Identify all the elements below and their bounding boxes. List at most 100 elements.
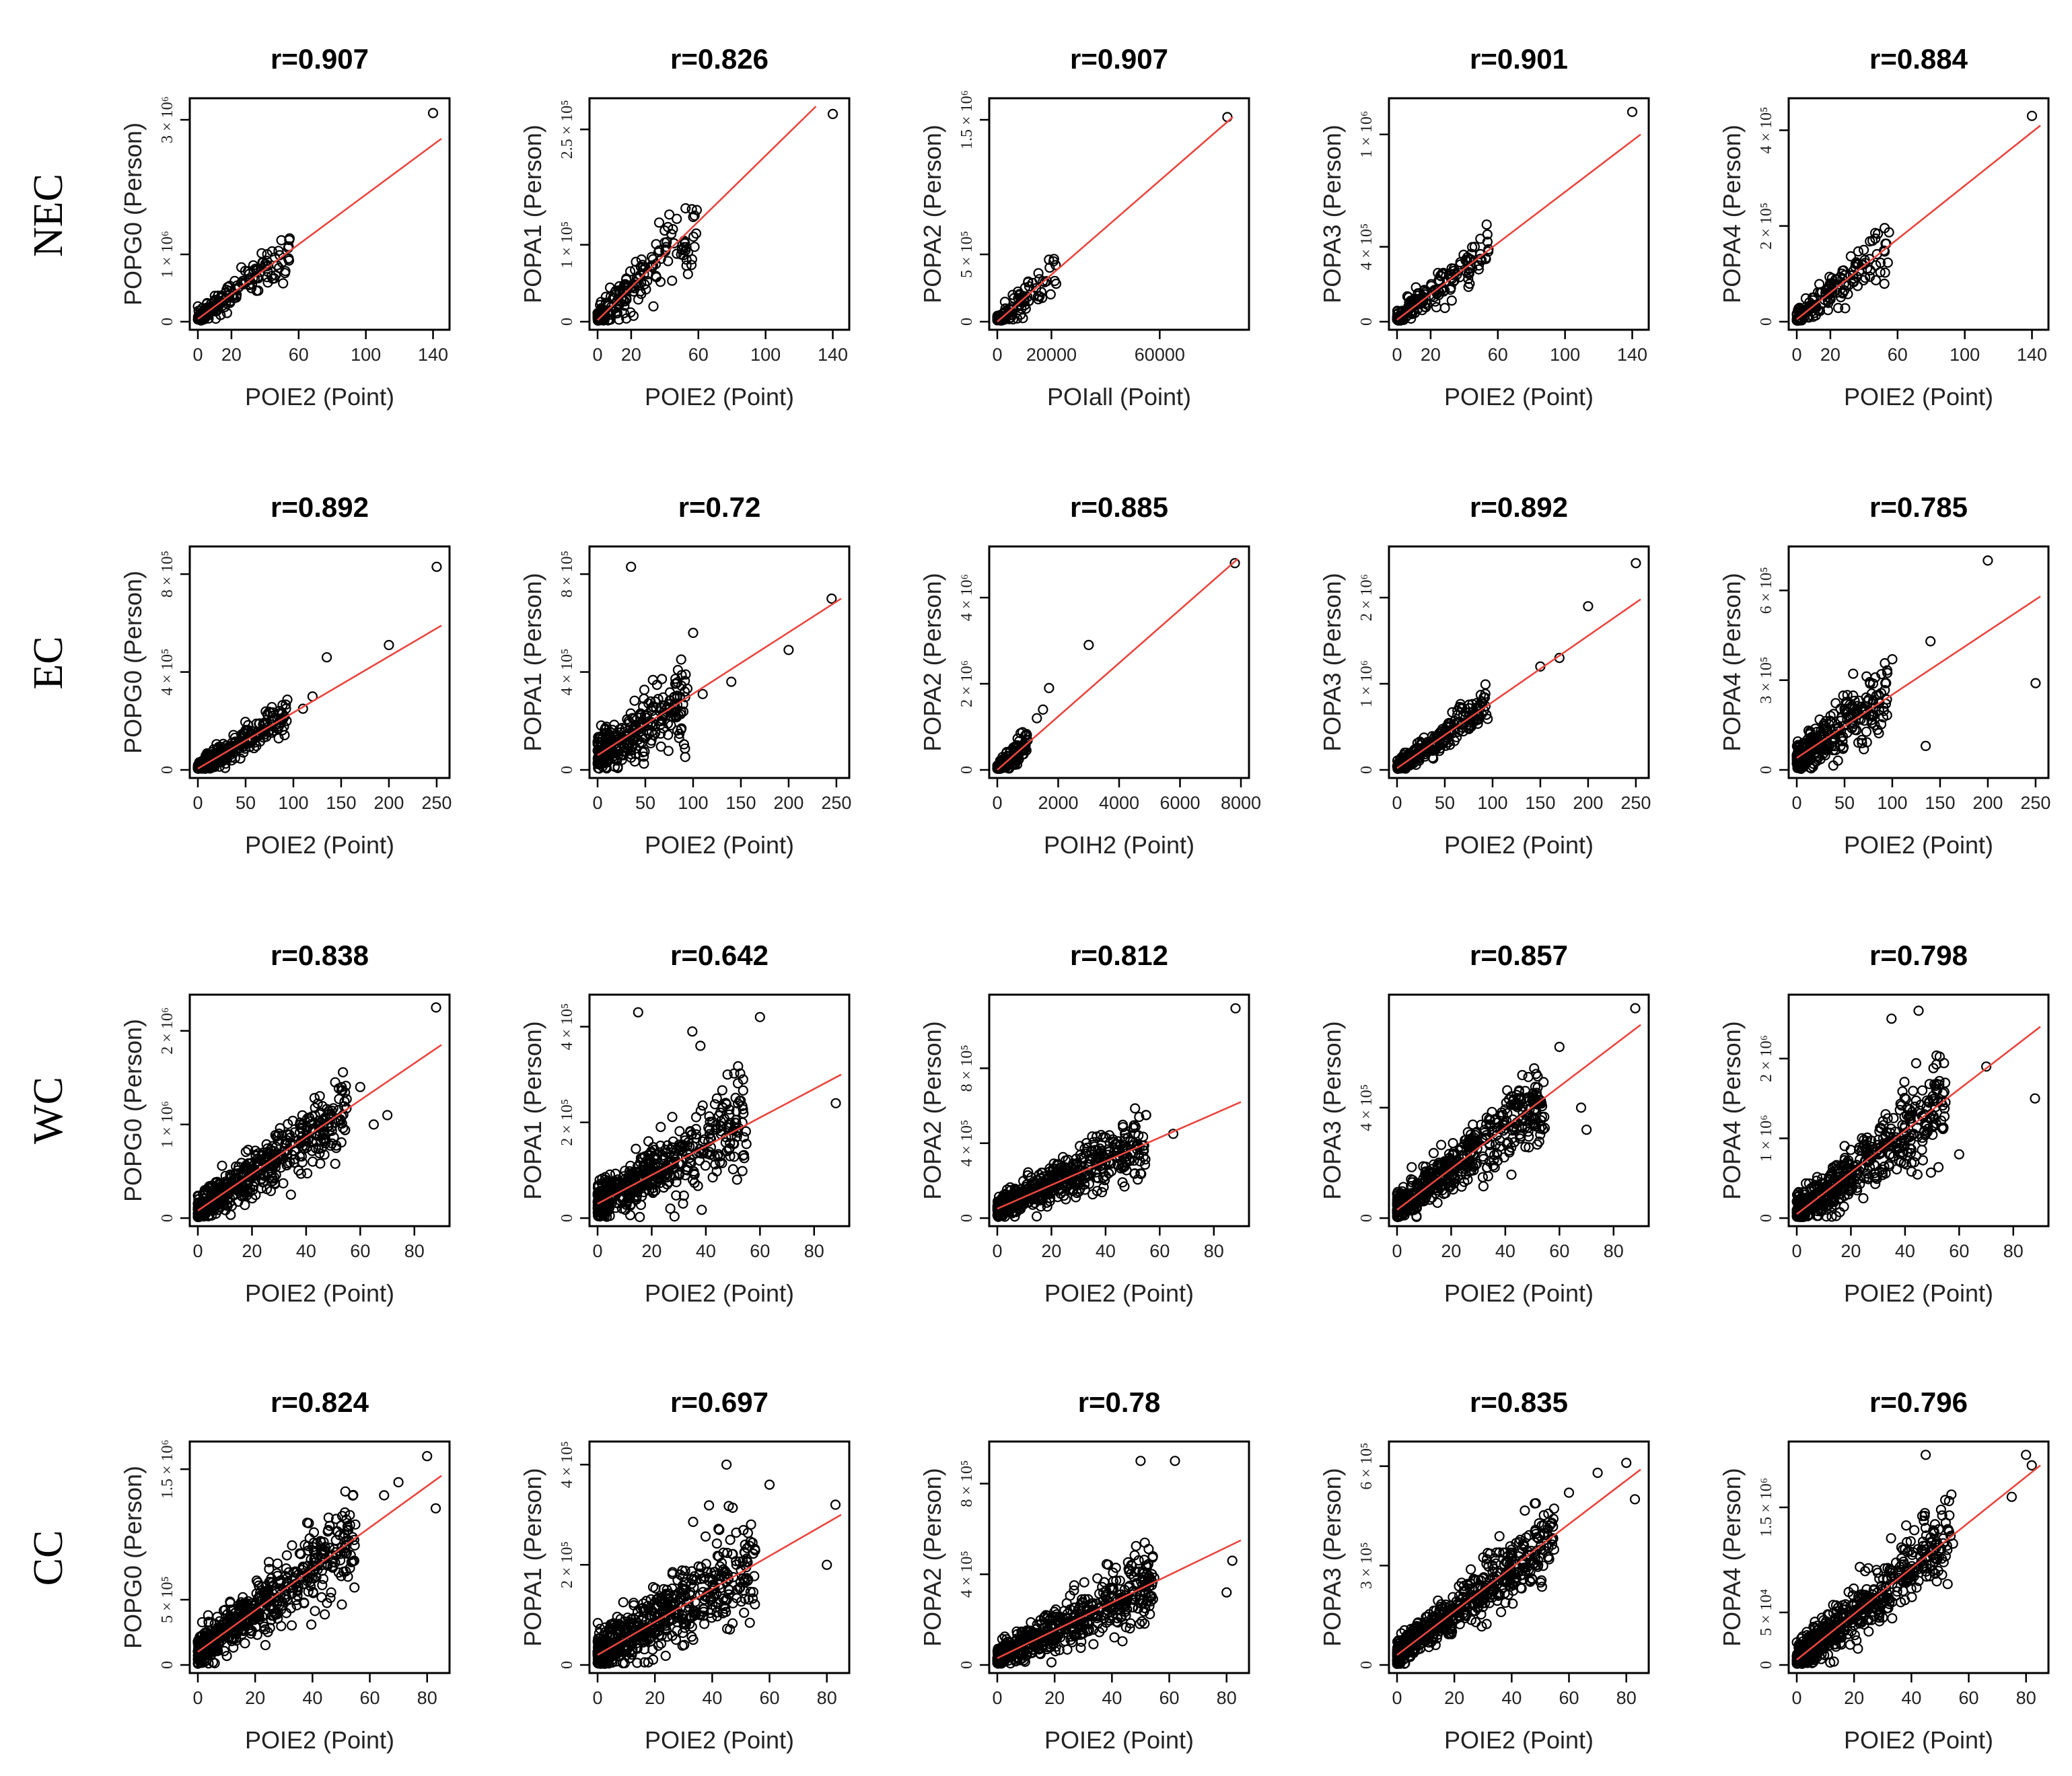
data-point xyxy=(314,1091,325,1102)
data-point xyxy=(295,1122,306,1133)
x-tick-label: 8000 xyxy=(1221,793,1261,813)
x-tick-label: 0 xyxy=(1791,345,1801,365)
data-point-outlier xyxy=(1083,639,1094,651)
x-tick-label: 0 xyxy=(1392,1241,1402,1261)
plot-frame xyxy=(188,545,451,779)
data-point xyxy=(247,1193,258,1204)
data-point xyxy=(648,301,659,312)
data-point xyxy=(1024,295,1034,306)
plot-frame xyxy=(188,97,451,331)
data-point-outlier xyxy=(826,593,837,604)
x-tick-label: 80 xyxy=(404,1241,425,1261)
data-point xyxy=(1466,721,1477,732)
data-point xyxy=(1849,724,1860,736)
data-point xyxy=(1020,730,1030,741)
x-tick-label: 40 xyxy=(1495,1241,1515,1261)
data-point xyxy=(233,739,244,750)
data-point xyxy=(1824,729,1835,740)
row-label-cc: CC xyxy=(26,1530,71,1586)
data-point xyxy=(250,737,260,748)
plot-frame xyxy=(588,545,851,779)
data-point xyxy=(289,1127,300,1138)
data-point xyxy=(1823,297,1834,308)
data-point xyxy=(595,736,606,748)
x-tick-label: 140 xyxy=(2017,345,2047,365)
data-point xyxy=(318,1127,328,1138)
data-point xyxy=(659,225,670,236)
data-point-outlier xyxy=(1044,682,1055,694)
data-point xyxy=(1426,279,1437,289)
data-point xyxy=(283,255,295,266)
x-tick-label: 0 xyxy=(1392,793,1402,813)
x-tick-label: 20 xyxy=(221,345,242,365)
data-point xyxy=(1825,711,1836,721)
panel-title: r=0.907 xyxy=(1070,43,1168,75)
panel-title: r=0.892 xyxy=(271,491,369,523)
data-point xyxy=(1473,260,1485,271)
data-point xyxy=(1859,258,1871,269)
data-point xyxy=(269,1172,280,1183)
data-point xyxy=(1806,732,1816,743)
plot-frame xyxy=(588,97,851,331)
data-point xyxy=(217,1160,227,1171)
data-point xyxy=(670,702,680,713)
data-point-outlier xyxy=(384,639,394,651)
data-point xyxy=(667,275,678,286)
data-point-outlier xyxy=(726,676,737,687)
y-tick-label: 0 xyxy=(958,318,976,326)
data-point xyxy=(1799,747,1810,758)
regression-line xyxy=(197,137,442,320)
data-point xyxy=(679,686,690,697)
y-tick-label: 0 xyxy=(1358,1214,1376,1222)
data-point xyxy=(672,213,682,224)
data-point xyxy=(625,307,636,318)
data-point xyxy=(202,748,213,759)
data-point xyxy=(1044,262,1055,273)
data-point xyxy=(1017,313,1028,324)
data-point xyxy=(246,283,257,293)
x-tick-label: 0 xyxy=(992,345,1002,365)
data-point xyxy=(680,203,691,214)
y-tick-label: 4 × 10⁵ xyxy=(958,1120,976,1167)
x-tick-label: 250 xyxy=(2020,793,2050,813)
data-point xyxy=(243,1144,254,1156)
x-tick-label: 0 xyxy=(192,793,203,813)
y-tick-label: 1.5 × 10⁶ xyxy=(958,90,976,149)
data-point xyxy=(289,1146,300,1157)
panel-title: r=0.826 xyxy=(670,43,769,75)
x-tick-label: 60 xyxy=(1149,1241,1170,1261)
data-point xyxy=(1840,303,1851,314)
data-point xyxy=(686,254,698,264)
data-point xyxy=(594,732,605,742)
plot-frame xyxy=(1388,97,1650,331)
data-point xyxy=(264,707,275,717)
panel-title: r=0.785 xyxy=(1869,491,1968,523)
data-point xyxy=(1794,314,1805,325)
panel-title: r=0.642 xyxy=(670,939,769,971)
data-point-outlier xyxy=(1583,601,1594,612)
data-point xyxy=(229,275,240,287)
data-point xyxy=(1792,736,1803,747)
data-point xyxy=(289,1153,300,1164)
y-axis-label: POPA1 (Person) xyxy=(519,1021,546,1199)
y-axis-label: POPG0 (Person) xyxy=(119,1019,147,1202)
x-axis-label: POIE2 (Point) xyxy=(245,383,394,411)
data-point xyxy=(1852,281,1863,291)
data-point xyxy=(1848,668,1859,679)
data-point xyxy=(334,1094,345,1104)
data-point xyxy=(1825,715,1836,726)
data-point xyxy=(670,678,681,689)
plot-frame xyxy=(1388,545,1650,779)
data-point xyxy=(686,260,697,271)
y-tick-label: 4 × 10⁵ xyxy=(1358,223,1376,271)
data-point xyxy=(1466,248,1477,259)
x-tick-label: 80 xyxy=(1604,1241,1624,1261)
data-point-outlier xyxy=(322,652,332,663)
data-point xyxy=(639,758,649,769)
data-point xyxy=(637,747,648,758)
data-point-outlier xyxy=(2026,110,2038,121)
x-tick-label: 60 xyxy=(1488,345,1508,365)
data-point xyxy=(664,209,675,220)
data-point xyxy=(1427,745,1438,756)
